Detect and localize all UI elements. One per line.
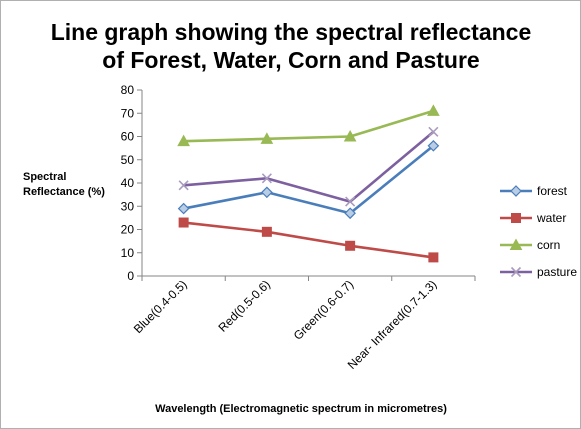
chart-title-line-2: of Forest, Water, Corn and Pasture [102, 47, 479, 73]
data-point-pasture [178, 180, 189, 191]
data-point-forest [177, 202, 190, 215]
legend-swatch-marker [510, 266, 522, 278]
data-point-water [345, 240, 356, 251]
y-tick-label: 70 [121, 106, 135, 120]
x-tick-label: Near- Infrared(0.7-1.3) [345, 277, 440, 372]
y-tick-label: 50 [121, 153, 135, 167]
legend-label: pasture [537, 265, 577, 279]
legend-label: forest [537, 184, 568, 198]
series-line-corn [183, 109, 434, 143]
legend-swatch-marker [510, 185, 522, 197]
data-point-corn [343, 129, 357, 142]
y-tick-label: 60 [121, 130, 135, 144]
y-tick-label: 0 [127, 269, 134, 283]
y-tick-label: 30 [121, 199, 135, 213]
y-tick-label: 20 [121, 223, 135, 237]
x-tick-label: Blue(0.4-0.5) [131, 277, 190, 336]
data-point-water [428, 252, 439, 263]
legend-label: corn [537, 238, 560, 252]
y-axis-title-line-2: Reflectance (%) [23, 186, 105, 198]
data-point-corn [177, 134, 190, 147]
legend-item-water: water [500, 211, 566, 225]
legend-item-forest: forest [500, 184, 568, 198]
y-axis-title-line-1: Spectral [23, 171, 66, 183]
series-line-pasture [183, 130, 435, 203]
data-point-water [178, 217, 189, 228]
series-line-water [183, 221, 434, 259]
data-point-pasture [345, 196, 356, 207]
data-point-forest [261, 186, 273, 199]
series-line-forest [183, 144, 435, 215]
legend-label: water [536, 211, 566, 225]
x-tick-label: Red(0.5-0.6) [215, 277, 273, 335]
data-point-water [261, 226, 272, 237]
legend-item-corn: corn [500, 238, 560, 252]
y-tick-label: 10 [121, 246, 135, 260]
data-point-forest [344, 207, 356, 220]
data-point-forest [427, 139, 440, 152]
data-point-corn [260, 132, 274, 144]
chart-title-line-1: Line graph showing the spectral reflecta… [51, 19, 532, 45]
data-point-pasture [428, 126, 439, 137]
plot-area: 0 10 20 30 40 50 60 70 80 Blue(0.4-0.5) Red(0.5-0.… [121, 83, 476, 372]
legend-swatch-marker [511, 213, 521, 223]
legend: forest water corn pasture [500, 184, 577, 279]
x-axis-title: Wavelength (Electromagnetic spectrum in … [155, 403, 447, 415]
data-point-pasture [261, 173, 272, 184]
y-tick-label: 40 [121, 176, 135, 190]
legend-item-pasture: pasture [500, 265, 577, 279]
x-tick-label: Green(0.6-0.7) [291, 277, 357, 343]
data-point-corn [427, 104, 440, 116]
legend-swatch-marker [509, 238, 523, 250]
y-tick-label: 80 [121, 83, 135, 97]
